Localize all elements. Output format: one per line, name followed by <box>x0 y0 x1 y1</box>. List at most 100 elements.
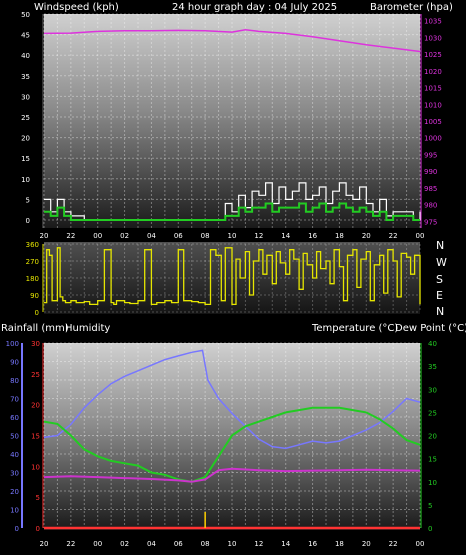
wind-x-tick: 18 <box>335 232 344 240</box>
temp-series <box>43 349 421 530</box>
lower-header-band <box>0 318 466 338</box>
baro-tick-label: 1015 <box>424 85 442 93</box>
rain-tick-label: 30 <box>31 340 40 348</box>
rain-tick-label: 25 <box>31 371 40 379</box>
temp-x-tick: 14 <box>281 540 290 548</box>
humidity-tick-label: 90 <box>10 359 19 367</box>
wind-tick-label: 10 <box>21 176 30 184</box>
temp-tick-label: 25 <box>428 409 437 417</box>
rain-tick-label: 5 <box>36 494 40 502</box>
temp-tick-label: 20 <box>428 433 437 441</box>
temp-x-tick: 04 <box>147 540 156 548</box>
wind-x-tick: 12 <box>254 232 263 240</box>
wind-x-tick: 06 <box>174 232 183 240</box>
temp-x-tick: 20 <box>40 540 49 548</box>
rain-tick-label: 15 <box>31 433 40 441</box>
dew-point-line <box>43 467 421 483</box>
temp-tick-label: 35 <box>428 363 437 371</box>
temp-tick-label: 0 <box>428 525 432 533</box>
wind-tick-label: 45 <box>21 32 30 40</box>
wind-avg-line <box>44 202 420 221</box>
wind-tick-label: 40 <box>21 52 30 60</box>
compass-s: S <box>436 273 443 286</box>
barometer-line <box>43 28 421 53</box>
baro-tick-label: 1010 <box>424 101 442 109</box>
baro-tick-label: 975 <box>424 218 437 226</box>
temp-x-tick: 22 <box>389 540 398 548</box>
compass-e: E <box>436 289 443 302</box>
temp-x-tick: 18 <box>335 540 344 548</box>
wind-tick-label: 5 <box>26 196 30 204</box>
baro-tick-label: 990 <box>424 168 437 176</box>
wind-x-tick: 14 <box>281 232 290 240</box>
compass-n-bottom: N <box>436 305 444 318</box>
temp-x-tick: 00 <box>93 540 102 548</box>
temp-tick-label: 30 <box>428 386 437 394</box>
humidity-tick-label: 20 <box>10 488 19 496</box>
baro-tick-label: 1030 <box>424 34 442 42</box>
wind-x-tick: 10 <box>228 232 237 240</box>
temp-tick-label: 5 <box>428 502 432 510</box>
humidity-tick-label: 70 <box>10 396 19 404</box>
temp-axes: 0102030405060708090100051015202530051015… <box>6 340 437 548</box>
dir-tick-label: 360 <box>26 241 39 249</box>
temp-tick-label: 10 <box>428 479 437 487</box>
compass-w: W <box>436 256 447 269</box>
rain-tick-label: 20 <box>31 402 40 410</box>
chart-title: 24 hour graph day : 04 July 2025 <box>172 2 337 13</box>
baro-tick-label: 980 <box>424 202 437 210</box>
baro-tick-label: 1000 <box>424 135 442 143</box>
temp-x-tick: 10 <box>228 540 237 548</box>
temp-x-tick: 02 <box>120 540 129 548</box>
wind-axes: 0510152025303540455097598098599099510001… <box>21 11 442 240</box>
humidity-tick-label: 60 <box>10 414 19 422</box>
wind-plot-area <box>44 14 420 228</box>
humidity-tick-label: 40 <box>10 451 19 459</box>
temp-x-tick: 08 <box>201 540 210 548</box>
temperature-line <box>43 406 421 483</box>
barometer-axis-label: Barometer (hpa) <box>370 2 453 13</box>
temp-x-tick: 22 <box>66 540 75 548</box>
rain-tick-label: 0 <box>36 525 40 533</box>
humidity-tick-label: 30 <box>10 470 19 478</box>
wind-x-tick: 22 <box>66 232 75 240</box>
dir-tick-label: 270 <box>26 258 39 266</box>
wind-tick-label: 0 <box>26 217 30 225</box>
wind-x-tick: 08 <box>201 232 210 240</box>
temp-x-tick: 12 <box>254 540 263 548</box>
wind-tick-label: 20 <box>21 135 30 143</box>
rainfall-axis-label: Rainfall (mm) <box>1 323 69 334</box>
wind-x-tick: 20 <box>362 232 371 240</box>
temp-tick-label: 15 <box>428 456 437 464</box>
direction-axes: 0 90 180 270 360 <box>26 241 44 317</box>
baro-tick-label: 1035 <box>424 18 442 26</box>
humidity-line <box>43 349 421 450</box>
baro-tick-label: 995 <box>424 151 437 159</box>
dir-tick-label: 90 <box>30 292 39 300</box>
dir-tick-label: 0 <box>35 309 39 317</box>
wind-tick-label: 35 <box>21 73 30 81</box>
wind-x-tick: 00 <box>416 232 425 240</box>
humidity-tick-label: 10 <box>10 507 19 515</box>
temp-x-tick: 00 <box>416 540 425 548</box>
wind-tick-label: 50 <box>21 11 30 19</box>
dir-tick-label: 180 <box>26 275 39 283</box>
wind-x-tick: 04 <box>147 232 156 240</box>
baro-tick-label: 1005 <box>424 118 442 126</box>
temperature-axis-label: Temperature (°C) <box>311 323 398 334</box>
humidity-tick-label: 80 <box>10 377 19 385</box>
humidity-axis-label: Humidity <box>65 323 110 334</box>
direction-series <box>44 247 421 306</box>
wind-x-tick: 16 <box>308 232 317 240</box>
wind-axis-label: Windspeed (kph) <box>34 2 119 13</box>
wind-x-tick: 02 <box>120 232 129 240</box>
baro-tick-label: 985 <box>424 185 437 193</box>
compass-n-top: N <box>436 239 444 252</box>
baro-tick-label: 1025 <box>424 51 442 59</box>
wind-x-tick: 22 <box>389 232 398 240</box>
humidity-tick-label: 0 <box>15 525 19 533</box>
dewpoint-axis-label: Dew Point (°C) <box>395 323 466 334</box>
compass-labels: N W S E N <box>436 239 447 318</box>
